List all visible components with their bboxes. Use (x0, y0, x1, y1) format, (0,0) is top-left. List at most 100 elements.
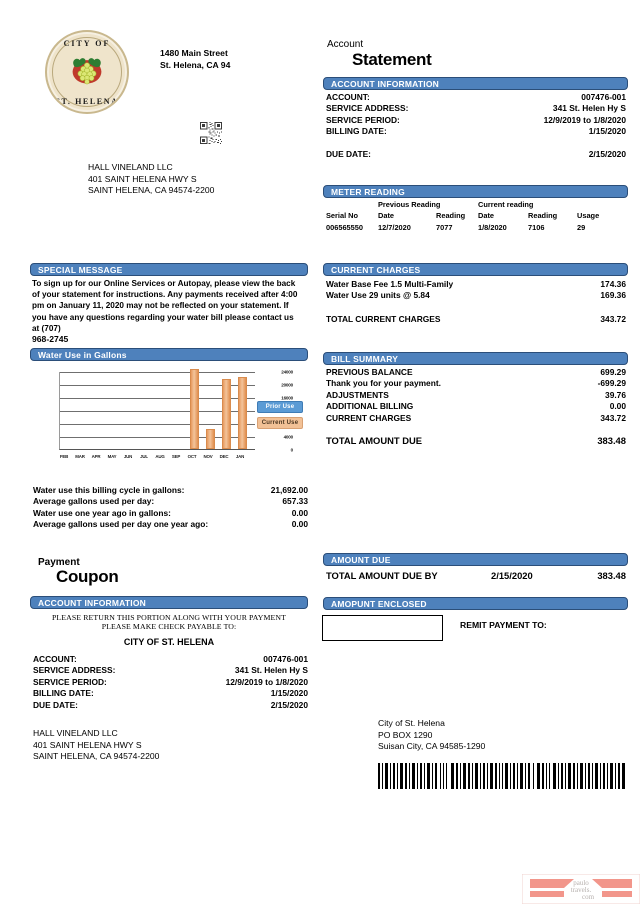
amount-enclosed-input[interactable] (322, 615, 443, 641)
special-message-phone: 968-2745 (32, 334, 69, 344)
legend-current-use: Current Use (257, 417, 303, 429)
bill-summary-total: TOTAL AMOUNT DUE 383.48 (326, 435, 626, 447)
coupon-customer-street: 401 SAINT HELENA HWY S (33, 739, 142, 750)
bill-summary-rows: PREVIOUS BALANCE 699.29 Thank you for yo… (326, 367, 626, 446)
city-seal-logo: CITY OF ST. HELENA (45, 30, 129, 114)
table-row: ADJUSTMENTS 39.76 (326, 389, 626, 400)
table-row: BILLING DATE: 1/15/2020 (326, 126, 626, 137)
special-message-header: SPECIAL MESSAGE (30, 263, 308, 276)
table-row: ACCOUNT: 007476-001 (326, 92, 626, 102)
bill-summary-header: BILL SUMMARY (323, 352, 628, 365)
svg-text:paulo: paulo (573, 879, 589, 887)
amount-due-row: TOTAL AMOUNT DUE BY 2/15/2020 383.48 (326, 570, 626, 584)
statement-kicker: Account (327, 39, 364, 50)
table-row: SERVICE ADDRESS: 341 St. Helen Hy S (326, 103, 626, 114)
current-charges-rows: Water Base Fee 1.5 Multi-Family 174.36 W… (326, 279, 626, 325)
table-row: ACCOUNT: 007476-001 (33, 654, 308, 664)
table-row: SERVICE PERIOD: 12/9/2019 to 1/8/2020 (326, 114, 626, 125)
meter-group-current: Current reading (478, 200, 534, 209)
x-tick-label: OCT (187, 454, 197, 459)
utility-address-line1: 1480 Main Street (160, 48, 228, 58)
chart-bar-oct (190, 369, 199, 449)
payment-barcode (378, 763, 626, 789)
qr-code (200, 122, 222, 149)
table-cell: 1/8/2020 (478, 223, 507, 232)
table-cell: 7106 (528, 223, 545, 232)
table-row: BILLING DATE: 1/15/2020 (33, 688, 308, 699)
svg-text:travels.: travels. (571, 886, 592, 894)
coupon-customer-citystatezip: SAINT HELENA, CA 94574-2200 (33, 751, 160, 761)
water-use-chart: 24000 20000 16000 12000 8000 4000 0 FEB … (28, 368, 303, 468)
customer-address: HALL VINELAND LLC 401 SAINT HELENA HWY S… (88, 162, 214, 197)
coupon-rows: ACCOUNT: 007476-001 SERVICE ADDRESS: 341… (33, 654, 308, 711)
table-row: Water use this billing cycle in gallons:… (33, 485, 308, 495)
chart-plot-area (59, 369, 255, 450)
coupon-title: Coupon (56, 567, 119, 586)
column-header: Serial No (326, 211, 359, 220)
coupon-customer-name: HALL VINELAND LLC (33, 728, 118, 738)
meter-reading-header: METER READING (323, 185, 628, 198)
coupon-kicker: Payment (38, 557, 80, 568)
table-row: CURRENT CHARGES 343.72 (326, 412, 626, 423)
table-row: Thank you for your payment. -699.29 (326, 378, 626, 389)
remit-line3: Suisan City, CA 94585-1290 (378, 741, 486, 751)
coupon-customer-address: HALL VINELAND LLC 401 SAINT HELENA HWY S… (33, 728, 159, 763)
amount-due-value: 383.48 (597, 570, 626, 581)
table-cell: 29 (577, 223, 586, 232)
table-row: DUE DATE: 2/15/2020 (326, 148, 626, 159)
grapes-icon (72, 58, 102, 85)
meter-reading-table: Previous Reading Current reading Serial … (326, 200, 626, 235)
table-cell: 006565550 (326, 223, 363, 232)
svg-text:com: com (582, 893, 595, 901)
coupon-payable-to: CITY OF ST. HELENA (123, 637, 215, 647)
y-tick-label: 0 (290, 447, 294, 453)
chart-bar-jan (238, 376, 247, 449)
customer-street: 401 SAINT HELENA HWY S (88, 173, 197, 184)
x-tick-label: JAN (235, 454, 245, 459)
coupon-note-line1: PLEASE RETURN THIS PORTION ALONG WITH YO… (51, 613, 287, 622)
x-tick-label: SEP (171, 454, 181, 459)
amount-enclosed-header: AMOPUNT ENCLOSED (323, 597, 628, 610)
table-cell: 7077 (436, 223, 453, 232)
x-tick-label: MAR (75, 454, 85, 459)
x-tick-label: JUL (140, 454, 148, 459)
amount-due-date: 2/15/2020 (491, 570, 533, 581)
table-row: SERVICE ADDRESS: 341 St. Helen Hy S (33, 665, 308, 676)
account-information-rows: ACCOUNT: 007476-001 SERVICE ADDRESS: 341… (326, 92, 626, 160)
x-tick-label: FEB (59, 454, 69, 459)
seal-text-bottom: ST. HELENA (55, 97, 119, 106)
table-row: Average gallons used per day one year ag… (33, 519, 308, 530)
x-tick-label: DEC (219, 454, 229, 459)
legend-prior-use: Prior Use (257, 401, 303, 413)
x-tick-label: AUG (155, 454, 165, 459)
customer-citystatezip: SAINT HELENA, CA 94574-2200 (88, 185, 215, 195)
account-information-header: ACCOUNT INFORMATION (323, 77, 628, 90)
table-row: ADDITIONAL BILLING 0.00 (326, 401, 626, 412)
chart-bar-nov (206, 429, 215, 449)
remit-line1: City of St. Helena (378, 718, 445, 728)
x-tick-label: APR (91, 454, 101, 459)
utility-address-line2: St. Helena, CA 94 (160, 59, 231, 70)
remit-payment-label: REMIT PAYMENT TO: (460, 620, 547, 630)
x-tick-label: MAY (107, 454, 117, 459)
seal-text-top: CITY OF (63, 39, 111, 48)
page-title: Statement (352, 50, 432, 69)
special-message-body: To sign up for our Online Services or Au… (32, 279, 298, 333)
column-header: Reading (436, 211, 466, 220)
chart-bar-dec (222, 379, 231, 449)
table-row: DUE DATE: 2/15/2020 (33, 699, 308, 710)
utility-address: 1480 Main Street St. Helena, CA 94 (160, 48, 230, 71)
customer-name: HALL VINELAND LLC (88, 162, 173, 172)
amount-due-header: AMOUNT DUE (323, 553, 628, 566)
column-header: Date (378, 211, 395, 220)
water-use-header: Water Use in Gallons (30, 348, 308, 361)
table-row: Water use one year ago in gallons: 0.00 (33, 507, 308, 518)
column-header: Date (478, 211, 495, 220)
meter-group-previous: Previous Reading (378, 200, 441, 209)
table-row: Average gallons used per day: 657.33 (33, 496, 308, 507)
y-tick-label: 20000 (281, 382, 293, 388)
remit-line2: PO BOX 1290 (378, 729, 433, 740)
coupon-account-information-header: ACCOUNT INFORMATION (30, 596, 308, 609)
x-tick-label: NOV (203, 454, 213, 459)
